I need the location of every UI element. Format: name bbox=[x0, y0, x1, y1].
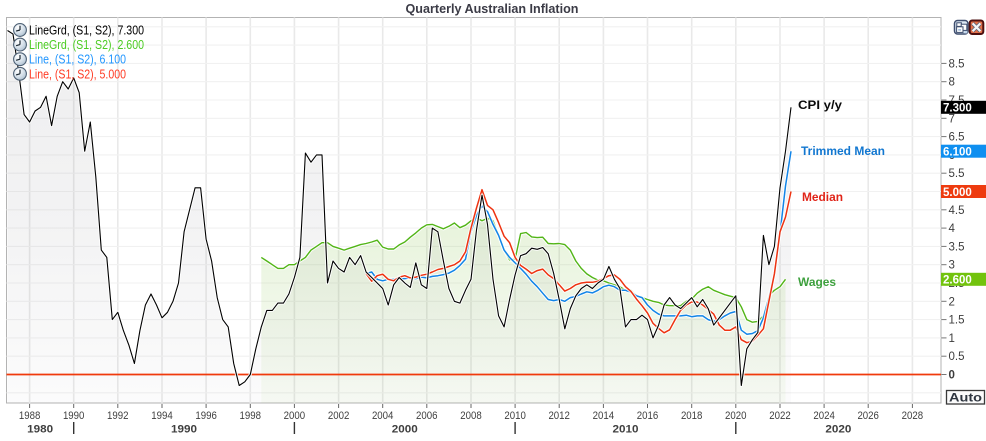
svg-text:8.5: 8.5 bbox=[949, 58, 965, 70]
svg-text:1: 1 bbox=[949, 333, 955, 345]
svg-text:1.5: 1.5 bbox=[949, 315, 965, 327]
svg-text:1994: 1994 bbox=[151, 410, 173, 422]
svg-text:2010: 2010 bbox=[613, 424, 639, 436]
svg-text:2006: 2006 bbox=[416, 410, 438, 422]
svg-text:0: 0 bbox=[949, 370, 955, 382]
svg-text:1980: 1980 bbox=[27, 424, 53, 436]
svg-text:2024: 2024 bbox=[813, 410, 835, 422]
svg-text:6.5: 6.5 bbox=[949, 132, 965, 144]
svg-text:Quarterly Australian Inflation: Quarterly Australian Inflation bbox=[406, 1, 579, 16]
svg-text:5.5: 5.5 bbox=[949, 168, 965, 180]
svg-text:2014: 2014 bbox=[593, 410, 615, 422]
svg-text:2016: 2016 bbox=[637, 410, 659, 422]
svg-text:Median: Median bbox=[802, 190, 843, 204]
svg-text:2012: 2012 bbox=[548, 410, 570, 422]
svg-text:1992: 1992 bbox=[107, 410, 129, 422]
svg-text:2002: 2002 bbox=[328, 410, 350, 422]
svg-text:2008: 2008 bbox=[460, 410, 482, 422]
svg-text:2020: 2020 bbox=[825, 424, 851, 436]
svg-text:3: 3 bbox=[949, 260, 955, 272]
svg-text:Wages: Wages bbox=[798, 275, 836, 289]
svg-text:1988: 1988 bbox=[19, 410, 41, 422]
svg-text:2028: 2028 bbox=[902, 410, 924, 422]
svg-text:2: 2 bbox=[949, 296, 955, 308]
svg-text:7: 7 bbox=[949, 113, 955, 125]
svg-text:2010: 2010 bbox=[504, 410, 526, 422]
svg-text:Trimmed Mean: Trimmed Mean bbox=[801, 144, 885, 158]
svg-text:2000: 2000 bbox=[392, 424, 418, 436]
svg-text:2020: 2020 bbox=[725, 410, 747, 422]
svg-text:LineGrd, (S1, S2), 2.600: LineGrd, (S1, S2), 2.600 bbox=[29, 38, 144, 52]
svg-text:2004: 2004 bbox=[372, 410, 394, 422]
svg-text:Line, (S1, S2), 6.100: Line, (S1, S2), 6.100 bbox=[29, 53, 126, 67]
svg-text:0.5: 0.5 bbox=[949, 351, 965, 363]
svg-text:3.5: 3.5 bbox=[949, 241, 965, 253]
svg-text:4.5: 4.5 bbox=[949, 205, 965, 217]
svg-text:Line, (S1, S2), 5.000: Line, (S1, S2), 5.000 bbox=[29, 67, 126, 81]
svg-text:2026: 2026 bbox=[857, 410, 879, 422]
svg-text:2000: 2000 bbox=[284, 410, 306, 422]
svg-text:5.000: 5.000 bbox=[943, 187, 972, 199]
svg-text:6.100: 6.100 bbox=[943, 147, 972, 159]
svg-text:1990: 1990 bbox=[63, 410, 85, 422]
svg-text:2022: 2022 bbox=[769, 410, 791, 422]
svg-text:Auto: Auto bbox=[949, 393, 982, 405]
svg-text:8: 8 bbox=[949, 77, 955, 89]
svg-text:CPI y/y: CPI y/y bbox=[798, 98, 842, 112]
svg-text:1990: 1990 bbox=[171, 424, 197, 436]
svg-text:2018: 2018 bbox=[681, 410, 703, 422]
svg-text:1998: 1998 bbox=[240, 410, 262, 422]
svg-text:7.300: 7.300 bbox=[943, 103, 972, 115]
svg-text:4: 4 bbox=[949, 223, 956, 235]
svg-text:2.600: 2.600 bbox=[943, 275, 972, 287]
svg-text:1996: 1996 bbox=[195, 410, 217, 422]
svg-text:LineGrd, (S1, S2), 7.300: LineGrd, (S1, S2), 7.300 bbox=[29, 24, 144, 38]
